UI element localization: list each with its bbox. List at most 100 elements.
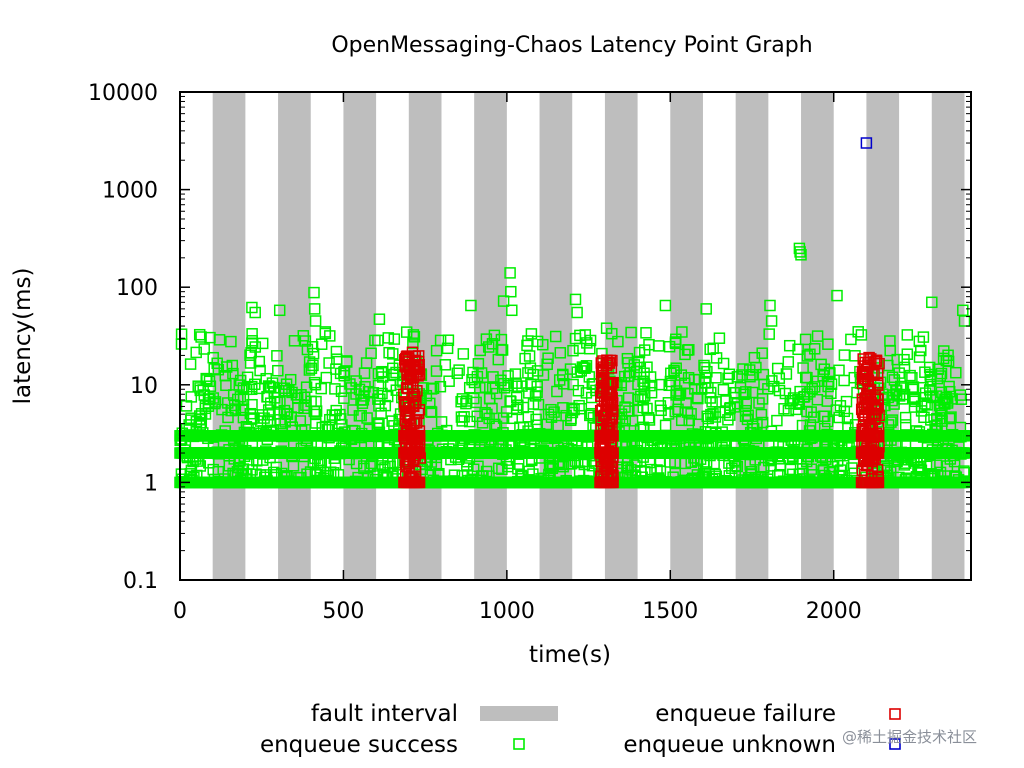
enqueue-success-point xyxy=(757,368,770,381)
enqueue-success-point xyxy=(659,299,672,312)
enqueue-success-point xyxy=(704,449,716,462)
enqueue-success-point xyxy=(352,471,364,484)
enqueue-success-point xyxy=(691,455,704,467)
enqueue-success-point xyxy=(786,474,798,487)
enqueue-success-point xyxy=(554,468,566,481)
enqueue-success-point xyxy=(907,392,920,404)
enqueue-success-point xyxy=(785,434,797,446)
enqueue-success-point xyxy=(482,341,495,353)
enqueue-success-point xyxy=(211,446,224,458)
enqueue-success-point xyxy=(523,465,535,478)
enqueue-success-point xyxy=(224,476,236,488)
enqueue-success-point xyxy=(264,451,276,464)
enqueue-success-point xyxy=(273,304,286,317)
enqueue-success-point xyxy=(882,359,894,372)
enqueue-success-point xyxy=(285,411,297,423)
enqueue-success-point xyxy=(234,391,247,403)
enqueue-success-point xyxy=(950,366,962,379)
enqueue-success-point xyxy=(580,360,593,372)
enqueue-success-point xyxy=(825,387,837,400)
enqueue-failure-point xyxy=(866,476,879,489)
enqueue-failure-point xyxy=(857,452,870,465)
enqueue-success-point xyxy=(775,476,788,488)
enqueue-success-point xyxy=(841,412,854,425)
enqueue-success-point xyxy=(525,454,538,467)
enqueue-success-point xyxy=(552,419,564,432)
enqueue-success-point xyxy=(492,353,505,366)
enqueue-success-point xyxy=(304,446,316,458)
enqueue-success-point xyxy=(804,475,816,487)
enqueue-success-point xyxy=(212,363,225,376)
enqueue-success-point xyxy=(582,430,594,442)
enqueue-success-point xyxy=(618,423,631,435)
enqueue-success-point xyxy=(474,344,486,357)
enqueue-success-point xyxy=(749,473,761,486)
enqueue-success-point xyxy=(831,289,843,302)
enqueue-success-point xyxy=(256,337,269,350)
enqueue-success-point xyxy=(387,362,399,375)
enqueue-success-point xyxy=(303,356,316,368)
enqueue-success-point xyxy=(551,385,563,398)
enqueue-success-point xyxy=(246,335,258,347)
plot-frame xyxy=(179,91,972,581)
enqueue-success-point xyxy=(220,361,233,373)
enqueue-success-point xyxy=(512,458,525,470)
enqueue-success-point xyxy=(565,457,578,470)
enqueue-success-point xyxy=(456,437,469,449)
enqueue-success-point xyxy=(669,405,681,418)
enqueue-success-point xyxy=(917,431,930,443)
enqueue-success-point xyxy=(244,407,257,420)
enqueue-success-point xyxy=(433,467,445,480)
enqueue-success-point xyxy=(236,435,249,448)
enqueue-success-point xyxy=(329,383,341,395)
enqueue-success-point xyxy=(749,471,762,484)
enqueue-success-point xyxy=(640,327,652,339)
enqueue-success-point xyxy=(198,343,210,355)
legend-enqueue-failure-marker xyxy=(889,708,901,720)
enqueue-success-point xyxy=(388,333,401,345)
enqueue-success-point xyxy=(940,442,952,455)
enqueue-success-point xyxy=(222,411,234,424)
enqueue-success-point xyxy=(461,455,473,468)
enqueue-success-point xyxy=(435,416,448,428)
enqueue-success-point xyxy=(434,380,447,393)
enqueue-success-point xyxy=(350,447,363,460)
enqueue-success-point xyxy=(641,361,653,373)
enqueue-failure-point xyxy=(410,396,422,409)
enqueue-success-point xyxy=(338,392,350,404)
enqueue-success-point xyxy=(476,417,489,429)
enqueue-success-point xyxy=(647,447,659,459)
legend-enqueue-success-marker xyxy=(513,738,525,750)
enqueue-success-point xyxy=(335,385,348,398)
enqueue-success-point xyxy=(818,422,831,435)
enqueue-success-point xyxy=(633,355,645,368)
enqueue-success-point xyxy=(838,349,851,361)
enqueue-success-point xyxy=(479,381,492,393)
enqueue-success-point xyxy=(328,452,341,464)
enqueue-failure-point xyxy=(600,393,613,406)
enqueue-failure-point xyxy=(413,363,425,376)
enqueue-success-point xyxy=(766,375,778,387)
enqueue-success-point xyxy=(249,306,261,319)
enqueue-success-point xyxy=(642,412,655,424)
enqueue-success-point xyxy=(720,436,732,448)
enqueue-success-point xyxy=(668,366,680,378)
fault-interval-band xyxy=(539,92,573,580)
enqueue-success-point xyxy=(802,450,815,463)
legend-enqueue-unknown-label: enqueue unknown xyxy=(623,732,836,758)
enqueue-success-point xyxy=(626,435,638,448)
fault-interval-band xyxy=(474,92,507,580)
enqueue-success-point xyxy=(554,347,567,359)
enqueue-success-point xyxy=(188,471,200,484)
enqueue-failure-point xyxy=(856,365,869,378)
enqueue-success-point xyxy=(192,380,204,392)
enqueue-success-point xyxy=(669,467,681,480)
enqueue-success-point xyxy=(723,476,735,488)
enqueue-success-point xyxy=(238,450,251,463)
enqueue-success-point xyxy=(495,374,507,387)
enqueue-success-point xyxy=(407,329,420,341)
enqueue-success-point xyxy=(257,454,269,466)
enqueue-failure-point xyxy=(872,430,885,442)
enqueue-failure-point xyxy=(597,361,610,373)
enqueue-success-point xyxy=(541,358,553,371)
